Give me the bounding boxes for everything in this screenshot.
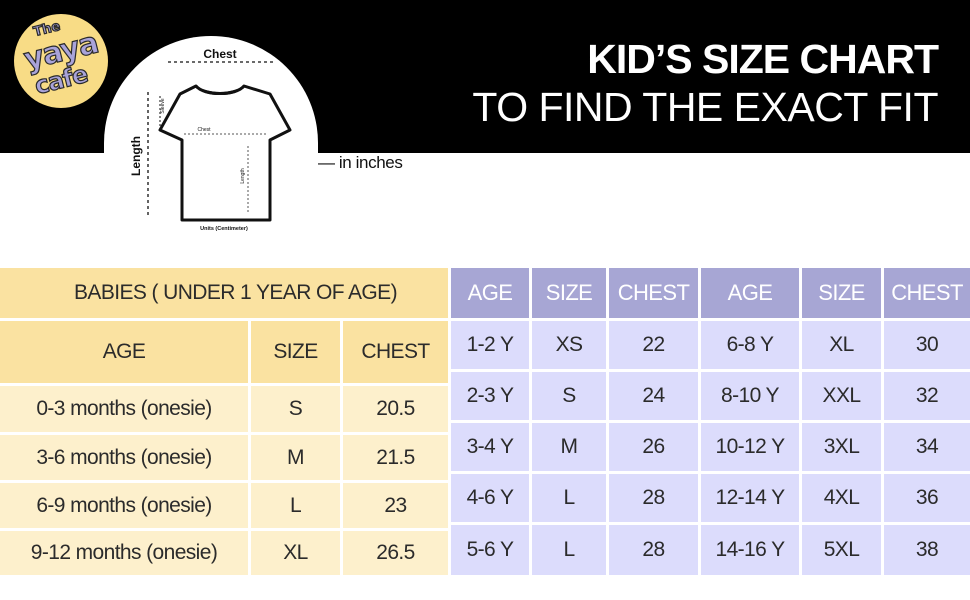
babies-row-4-age: 9-12 months (onesie) bbox=[0, 531, 248, 575]
babies-row-3-age: 6-9 months (onesie) bbox=[0, 483, 248, 528]
kids-row-4-chest-2: 36 bbox=[884, 474, 970, 522]
babies-header-size: SIZE bbox=[251, 321, 340, 383]
kids-row-5-chest-1: 28 bbox=[609, 525, 698, 575]
kids-row-5-size-2: 5XL bbox=[802, 525, 881, 575]
babies-row-3-size: L bbox=[251, 483, 340, 528]
kids-row-2-age-2: 8-10 Y bbox=[701, 372, 799, 420]
kids-row-2-chest-2: 32 bbox=[884, 372, 970, 420]
length-label: Length bbox=[129, 136, 143, 176]
chest-label: Chest bbox=[203, 47, 236, 61]
babies-banner: BABIES ( UNDER 1 YEAR OF AGE) bbox=[0, 268, 448, 318]
shirt-diagram: Chest Length Sleeve Chest Length Units (… bbox=[129, 47, 292, 232]
babies-row-4-size: XL bbox=[251, 531, 340, 575]
shirt-icon bbox=[158, 84, 292, 222]
kids-header-size-1: SIZE bbox=[532, 268, 606, 318]
kids-row-4-size-2: 4XL bbox=[802, 474, 881, 522]
kids-row-3-age-1: 3-4 Y bbox=[451, 423, 529, 471]
kids-row-1-size-2: XL bbox=[802, 321, 881, 369]
kids-row-2-size-1: S bbox=[532, 372, 606, 420]
kids-row-2-age-1: 2-3 Y bbox=[451, 372, 529, 420]
babies-row-1-size: S bbox=[251, 386, 340, 432]
babies-row-1-age: 0-3 months (onesie) bbox=[0, 386, 248, 432]
babies-row-2-age: 3-6 months (onesie) bbox=[0, 435, 248, 480]
kids-header-size-2: SIZE bbox=[802, 268, 881, 318]
kids-row-1-age-2: 6-8 Y bbox=[701, 321, 799, 369]
kids-row-5-age-2: 14-16 Y bbox=[701, 525, 799, 575]
babies-row-3-chest: 23 bbox=[343, 483, 448, 528]
kids-row-3-size-1: M bbox=[532, 423, 606, 471]
babies-row-1-chest: 20.5 bbox=[343, 386, 448, 432]
units-note: — in inches bbox=[318, 153, 403, 172]
brand-logo: The yaya cafe bbox=[14, 14, 108, 108]
babies-header-chest: CHEST bbox=[343, 321, 448, 383]
inner-length-label: Length bbox=[240, 168, 246, 184]
kids-row-5-age-1: 5-6 Y bbox=[451, 525, 529, 575]
kids-row-4-chest-1: 28 bbox=[609, 474, 698, 522]
collar-icon bbox=[194, 84, 246, 95]
babies-row-4-chest: 26.5 bbox=[343, 531, 448, 575]
kids-header-age-1: AGE bbox=[451, 268, 529, 318]
units-caption: Units (Centimeter) bbox=[200, 226, 248, 232]
kids-row-2-size-2: XXL bbox=[802, 372, 881, 420]
kids-row-4-size-1: L bbox=[532, 474, 606, 522]
kids-row-1-chest-2: 30 bbox=[884, 321, 970, 369]
kids-header-chest-2: CHEST bbox=[884, 268, 970, 318]
page-subtitle: TO FIND THE EXACT FIT bbox=[472, 84, 938, 130]
kids-header-age-2: AGE bbox=[701, 268, 799, 318]
kids-row-1-chest-1: 22 bbox=[609, 321, 698, 369]
kids-row-3-age-2: 10-12 Y bbox=[701, 423, 799, 471]
kids-row-3-size-2: 3XL bbox=[802, 423, 881, 471]
babies-row-2-chest: 21.5 bbox=[343, 435, 448, 480]
kids-row-3-chest-1: 26 bbox=[609, 423, 698, 471]
page-title: KID’S SIZE CHART bbox=[587, 36, 939, 82]
sleeve-label: Sleeve bbox=[160, 98, 166, 114]
kids-row-4-age-2: 12-14 Y bbox=[701, 474, 799, 522]
kids-row-2-chest-1: 24 bbox=[609, 372, 698, 420]
kids-row-1-age-1: 1-2 Y bbox=[451, 321, 529, 369]
kids-header-chest-1: CHEST bbox=[609, 268, 698, 318]
kids-row-1-size-1: XS bbox=[532, 321, 606, 369]
kids-row-3-chest-2: 34 bbox=[884, 423, 970, 471]
kids-row-4-age-1: 4-6 Y bbox=[451, 474, 529, 522]
kids-row-5-size-1: L bbox=[532, 525, 606, 575]
babies-header-age: AGE bbox=[0, 321, 248, 383]
kids-row-5-chest-2: 38 bbox=[884, 525, 970, 575]
babies-row-2-size: M bbox=[251, 435, 340, 480]
inner-chest-label: Chest bbox=[197, 127, 211, 133]
